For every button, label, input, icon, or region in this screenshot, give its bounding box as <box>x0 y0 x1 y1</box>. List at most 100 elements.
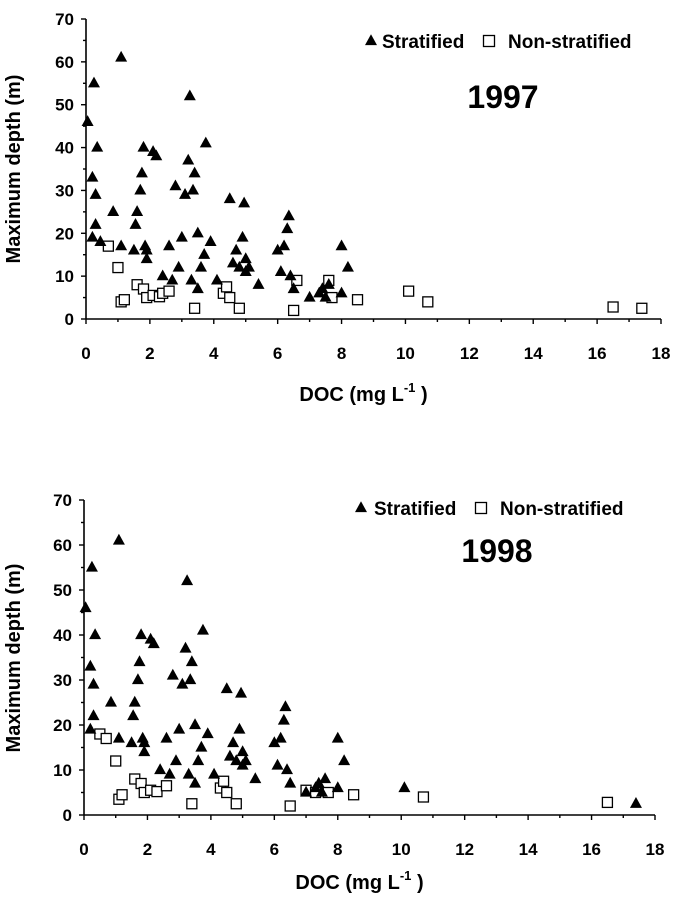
legend-stratified-marker <box>355 501 367 513</box>
stratified-point <box>238 196 251 208</box>
legend-stratified-label: Stratified <box>374 499 456 520</box>
stratified-point <box>131 205 144 216</box>
stratified-point <box>179 641 192 653</box>
stratified-point <box>112 533 125 545</box>
y-tick-label: 20 <box>55 224 74 243</box>
stratified-point <box>629 797 642 808</box>
y-tick-label: 0 <box>63 806 72 825</box>
panel-year-label: 1997 <box>467 79 538 115</box>
stratified-point <box>163 239 176 251</box>
nonstratified-point <box>186 798 198 810</box>
stratified-point <box>79 601 92 613</box>
nonstratified-point <box>118 294 130 306</box>
y-tick-label: 50 <box>53 581 72 600</box>
stratified-point <box>81 115 94 126</box>
stratified-point <box>335 286 348 298</box>
x-tick-label: 16 <box>582 840 601 859</box>
stratified-point <box>183 89 196 101</box>
x-tick-label: 4 <box>209 344 219 363</box>
stratified-point <box>173 722 186 734</box>
legend-stratified-label: Stratified <box>382 32 464 53</box>
stratified-point <box>239 252 252 264</box>
stratified-point <box>154 763 167 775</box>
stratified-point <box>268 736 281 748</box>
stratified-point <box>134 183 147 195</box>
y-tick-label: 10 <box>53 761 72 780</box>
x-tick-label: 12 <box>455 840 474 859</box>
nonstratified-point <box>102 240 115 252</box>
x-tick-label: 8 <box>337 344 346 363</box>
y-tick-label: 30 <box>53 671 72 690</box>
stratified-point <box>277 713 290 725</box>
stratified-point <box>192 754 205 766</box>
stratified-point <box>163 767 176 779</box>
stratified-point <box>226 256 239 268</box>
stratified-point <box>279 700 292 712</box>
stratified-point <box>125 736 138 748</box>
legend-stratified-marker <box>365 34 377 46</box>
x-tick-label: 18 <box>646 840 665 859</box>
stratified-point <box>223 192 236 204</box>
x-tick-label: 2 <box>145 344 154 363</box>
x-tick-label: 6 <box>270 840 279 859</box>
nonstratified-point <box>112 261 124 274</box>
stratified-point <box>300 785 313 797</box>
stratified-point <box>133 655 146 667</box>
stratified-point <box>107 205 120 216</box>
stratified-point <box>398 781 411 793</box>
stratified-point <box>199 136 212 148</box>
stratified-point <box>284 269 297 281</box>
stratified-point <box>223 749 236 761</box>
nonstratified-point <box>601 796 614 809</box>
stratified-point <box>287 282 300 294</box>
stratified-point <box>196 623 209 635</box>
x-tick-label: 10 <box>396 344 415 363</box>
y-tick-label: 60 <box>53 536 72 555</box>
stratified-point <box>319 772 332 784</box>
stratified-point <box>185 273 198 285</box>
y-tick-label: 50 <box>55 96 74 115</box>
stratified-point <box>137 140 150 152</box>
stratified-point <box>252 278 265 289</box>
x-tick-label: 16 <box>588 344 607 363</box>
stratified-point <box>182 153 195 165</box>
stratified-point <box>84 659 97 671</box>
y-tick-label: 70 <box>53 491 72 510</box>
stratified-point <box>156 269 169 281</box>
nonstratified-point <box>151 785 163 798</box>
stratified-point <box>135 166 148 178</box>
stratified-point <box>85 560 98 572</box>
stratified-point <box>182 767 195 779</box>
y-axis-title: Maximum depth (m) <box>3 75 25 264</box>
stratified-point <box>84 722 97 734</box>
stratified-point <box>281 222 294 234</box>
stratified-point <box>128 695 141 707</box>
stratified-point <box>87 677 100 689</box>
stratified-point <box>191 282 204 294</box>
x-tick-label: 0 <box>79 840 88 859</box>
stratified-point <box>187 183 200 195</box>
legend-nonstratified-marker <box>482 34 496 48</box>
scatter-panel-1998: 0 2 4 6 8 10 12 14 16 18 0 10 20 30 40 50 60 70 Maximum de… <box>3 491 664 894</box>
nonstratified-point <box>100 732 112 745</box>
x-axis-title: DOC (mg L-1 ) <box>295 868 423 894</box>
nonstratified-point <box>220 281 233 293</box>
stratified-point <box>249 772 262 784</box>
y-tick-label: 40 <box>55 139 74 158</box>
x-tick-label: 14 <box>524 344 543 363</box>
nonstratified-point <box>188 302 201 314</box>
stratified-point <box>235 686 248 698</box>
stratified-point <box>169 179 182 191</box>
x-tick-label: 4 <box>206 840 216 859</box>
stratified-point <box>201 727 214 739</box>
stratified-point <box>129 218 142 229</box>
stratified-point <box>140 243 153 255</box>
stratified-point <box>91 140 104 152</box>
stratified-point <box>150 149 163 161</box>
stratified-point <box>86 230 99 242</box>
x-tick-label: 10 <box>392 840 411 859</box>
y-tick-label: 30 <box>55 181 74 200</box>
scatter-panel-1997: 0 2 4 6 8 10 12 14 16 18 0 10 20 30 40 50 60 70 Maximum de… <box>3 10 670 406</box>
stratified-point <box>135 628 148 640</box>
